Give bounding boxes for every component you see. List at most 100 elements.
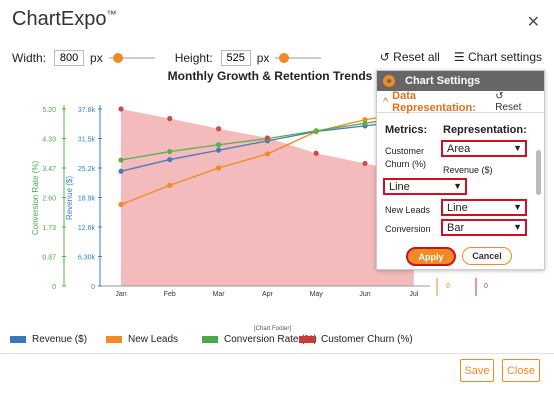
app-title: ChartExpo™: [12, 8, 117, 30]
new-leads-point: [264, 151, 270, 157]
x-tick-label: Apr: [262, 291, 274, 298]
close-button[interactable]: Close: [502, 359, 540, 382]
close-icon[interactable]: ✕: [526, 14, 540, 31]
chart-settings-button[interactable]: ☰ Chart settings: [453, 50, 542, 64]
x-tick-label: Mar: [213, 291, 226, 298]
apply-button[interactable]: Apply: [406, 247, 456, 266]
metric-label-revenue: Revenue ($): [443, 165, 493, 175]
churn-representation-select[interactable]: Area ▼: [441, 140, 527, 157]
conversion-point: [313, 128, 319, 134]
conversion-tick-label: 5.20: [42, 107, 56, 114]
representation-heading: Representation:: [443, 124, 527, 136]
churn-point: [313, 150, 319, 156]
revenue-tick-label: 31.5k: [78, 137, 96, 144]
metric-label-conversion: Conversion: [385, 224, 431, 234]
metric-label-churn: Customer Churn (%): [385, 146, 427, 169]
undo-icon: ↺: [379, 50, 390, 64]
revenue-tick-label: 25.2k: [78, 166, 96, 173]
revenue-point: [216, 147, 222, 153]
save-button[interactable]: Save: [460, 359, 494, 382]
chart-footer-label: [Chart Footer]: [254, 326, 292, 332]
width-slider[interactable]: [108, 52, 155, 64]
conversion-tick-label: 4.33: [42, 137, 56, 144]
churn-point: [264, 135, 270, 141]
revenue-point: [118, 168, 124, 174]
x-tick-label: May: [310, 291, 324, 298]
metric-label-leads: New Leads: [385, 205, 431, 215]
conversion-representation-select[interactable]: Bar ▼: [441, 219, 527, 236]
settings-header: Chart Settings: [377, 71, 544, 91]
chevron-down-icon: ▼: [513, 202, 522, 212]
x-tick-label: Jan: [115, 291, 126, 298]
top-toolbar: ↺ Reset all ☰ Chart settings: [380, 50, 542, 64]
revenue-tick-label: 37.8k: [78, 107, 96, 114]
legend-swatch: [10, 336, 26, 343]
conversion-point: [118, 157, 124, 163]
gear-icon: [383, 75, 395, 87]
new-leads-point: [118, 201, 124, 208]
revenue-tick-label: 18.9k: [78, 196, 96, 203]
churn-point: [167, 115, 173, 122]
x-tick-label: Jul: [409, 291, 418, 298]
legend-item-new-leads[interactable]: New Leads: [106, 334, 178, 345]
new-leads-point: [167, 182, 173, 188]
conversion-tick-label: 0.87: [42, 255, 56, 262]
reset-all-button[interactable]: ↺ Reset all: [379, 50, 440, 64]
x-tick-label: Jun: [359, 291, 370, 298]
width-slider-knob[interactable]: [112, 53, 123, 63]
leads-axis-zero: 0: [446, 283, 450, 290]
settings-scrollbar[interactable]: [536, 115, 541, 305]
conversion-tick-label: 0: [52, 284, 56, 291]
conversion-tick-label: 2.60: [42, 196, 56, 203]
legend-item-churn[interactable]: Customer Churn (%): [299, 334, 413, 345]
churn-area: [121, 109, 414, 286]
height-label: Height:: [174, 51, 213, 65]
churn-point: [216, 126, 222, 132]
churn-axis-zero: 0: [484, 283, 488, 290]
chart-canvas: Monthly Growth & Retention Trends 5.20 4.…: [31, 69, 488, 298]
legend-swatch: [106, 336, 122, 343]
revenue-point: [167, 156, 173, 163]
metrics-heading: Metrics:: [385, 124, 428, 136]
chevron-down-icon: ▼: [513, 222, 522, 232]
new-leads-point: [216, 165, 222, 171]
settings-reset-button[interactable]: ↺ Reset: [495, 90, 522, 113]
chevron-up-icon[interactable]: ^: [383, 95, 389, 108]
legend-swatch: [202, 336, 218, 343]
chevron-down-icon: ▼: [513, 143, 522, 153]
revenue-tick-label: 12.6k: [78, 225, 96, 232]
height-slider[interactable]: [275, 52, 322, 64]
sliders-icon: ☰: [453, 50, 465, 64]
chart-settings-panel: Chart Settings ^ Data Representation: ↺ …: [376, 70, 545, 270]
cancel-button[interactable]: Cancel: [462, 247, 512, 265]
conversion-axis-title: Conversion Rate (%): [31, 161, 40, 236]
legend-swatch: [299, 336, 315, 343]
legend-item-revenue[interactable]: Revenue ($): [10, 334, 87, 345]
conversion-point: [167, 148, 173, 155]
conversion-point: [216, 142, 222, 148]
width-label: Width:: [12, 51, 47, 65]
height-slider-knob[interactable]: [279, 53, 290, 63]
chart-legend: Revenue ($) New Leads Conversion Rate (%…: [0, 334, 554, 348]
footer-divider: [0, 353, 554, 354]
x-tick-label: Feb: [164, 291, 176, 298]
height-unit: px: [256, 51, 270, 65]
churn-point: [118, 106, 124, 112]
width-input[interactable]: [54, 50, 85, 66]
data-representation-section[interactable]: ^ Data Representation: ↺ Reset: [377, 90, 544, 114]
conversion-tick-label: 1.73: [42, 225, 56, 232]
legend-item-conversion[interactable]: Conversion Rate (%): [202, 334, 317, 345]
height-input[interactable]: [220, 50, 251, 66]
revenue-representation-select[interactable]: Line ▼: [383, 178, 467, 195]
conversion-point: [362, 120, 368, 126]
leads-representation-select[interactable]: Line ▼: [441, 199, 527, 216]
revenue-axis-title: Revenue ($): [65, 176, 74, 220]
conversion-tick-label: 3.47: [42, 166, 56, 173]
revenue-tick-label: 0: [91, 284, 95, 291]
chart-title: Monthly Growth & Retention Trends: [168, 69, 373, 83]
churn-point: [362, 160, 368, 167]
width-unit: px: [90, 51, 103, 65]
chevron-down-icon: ▼: [453, 181, 462, 191]
revenue-tick-label: 6.30k: [78, 255, 96, 262]
